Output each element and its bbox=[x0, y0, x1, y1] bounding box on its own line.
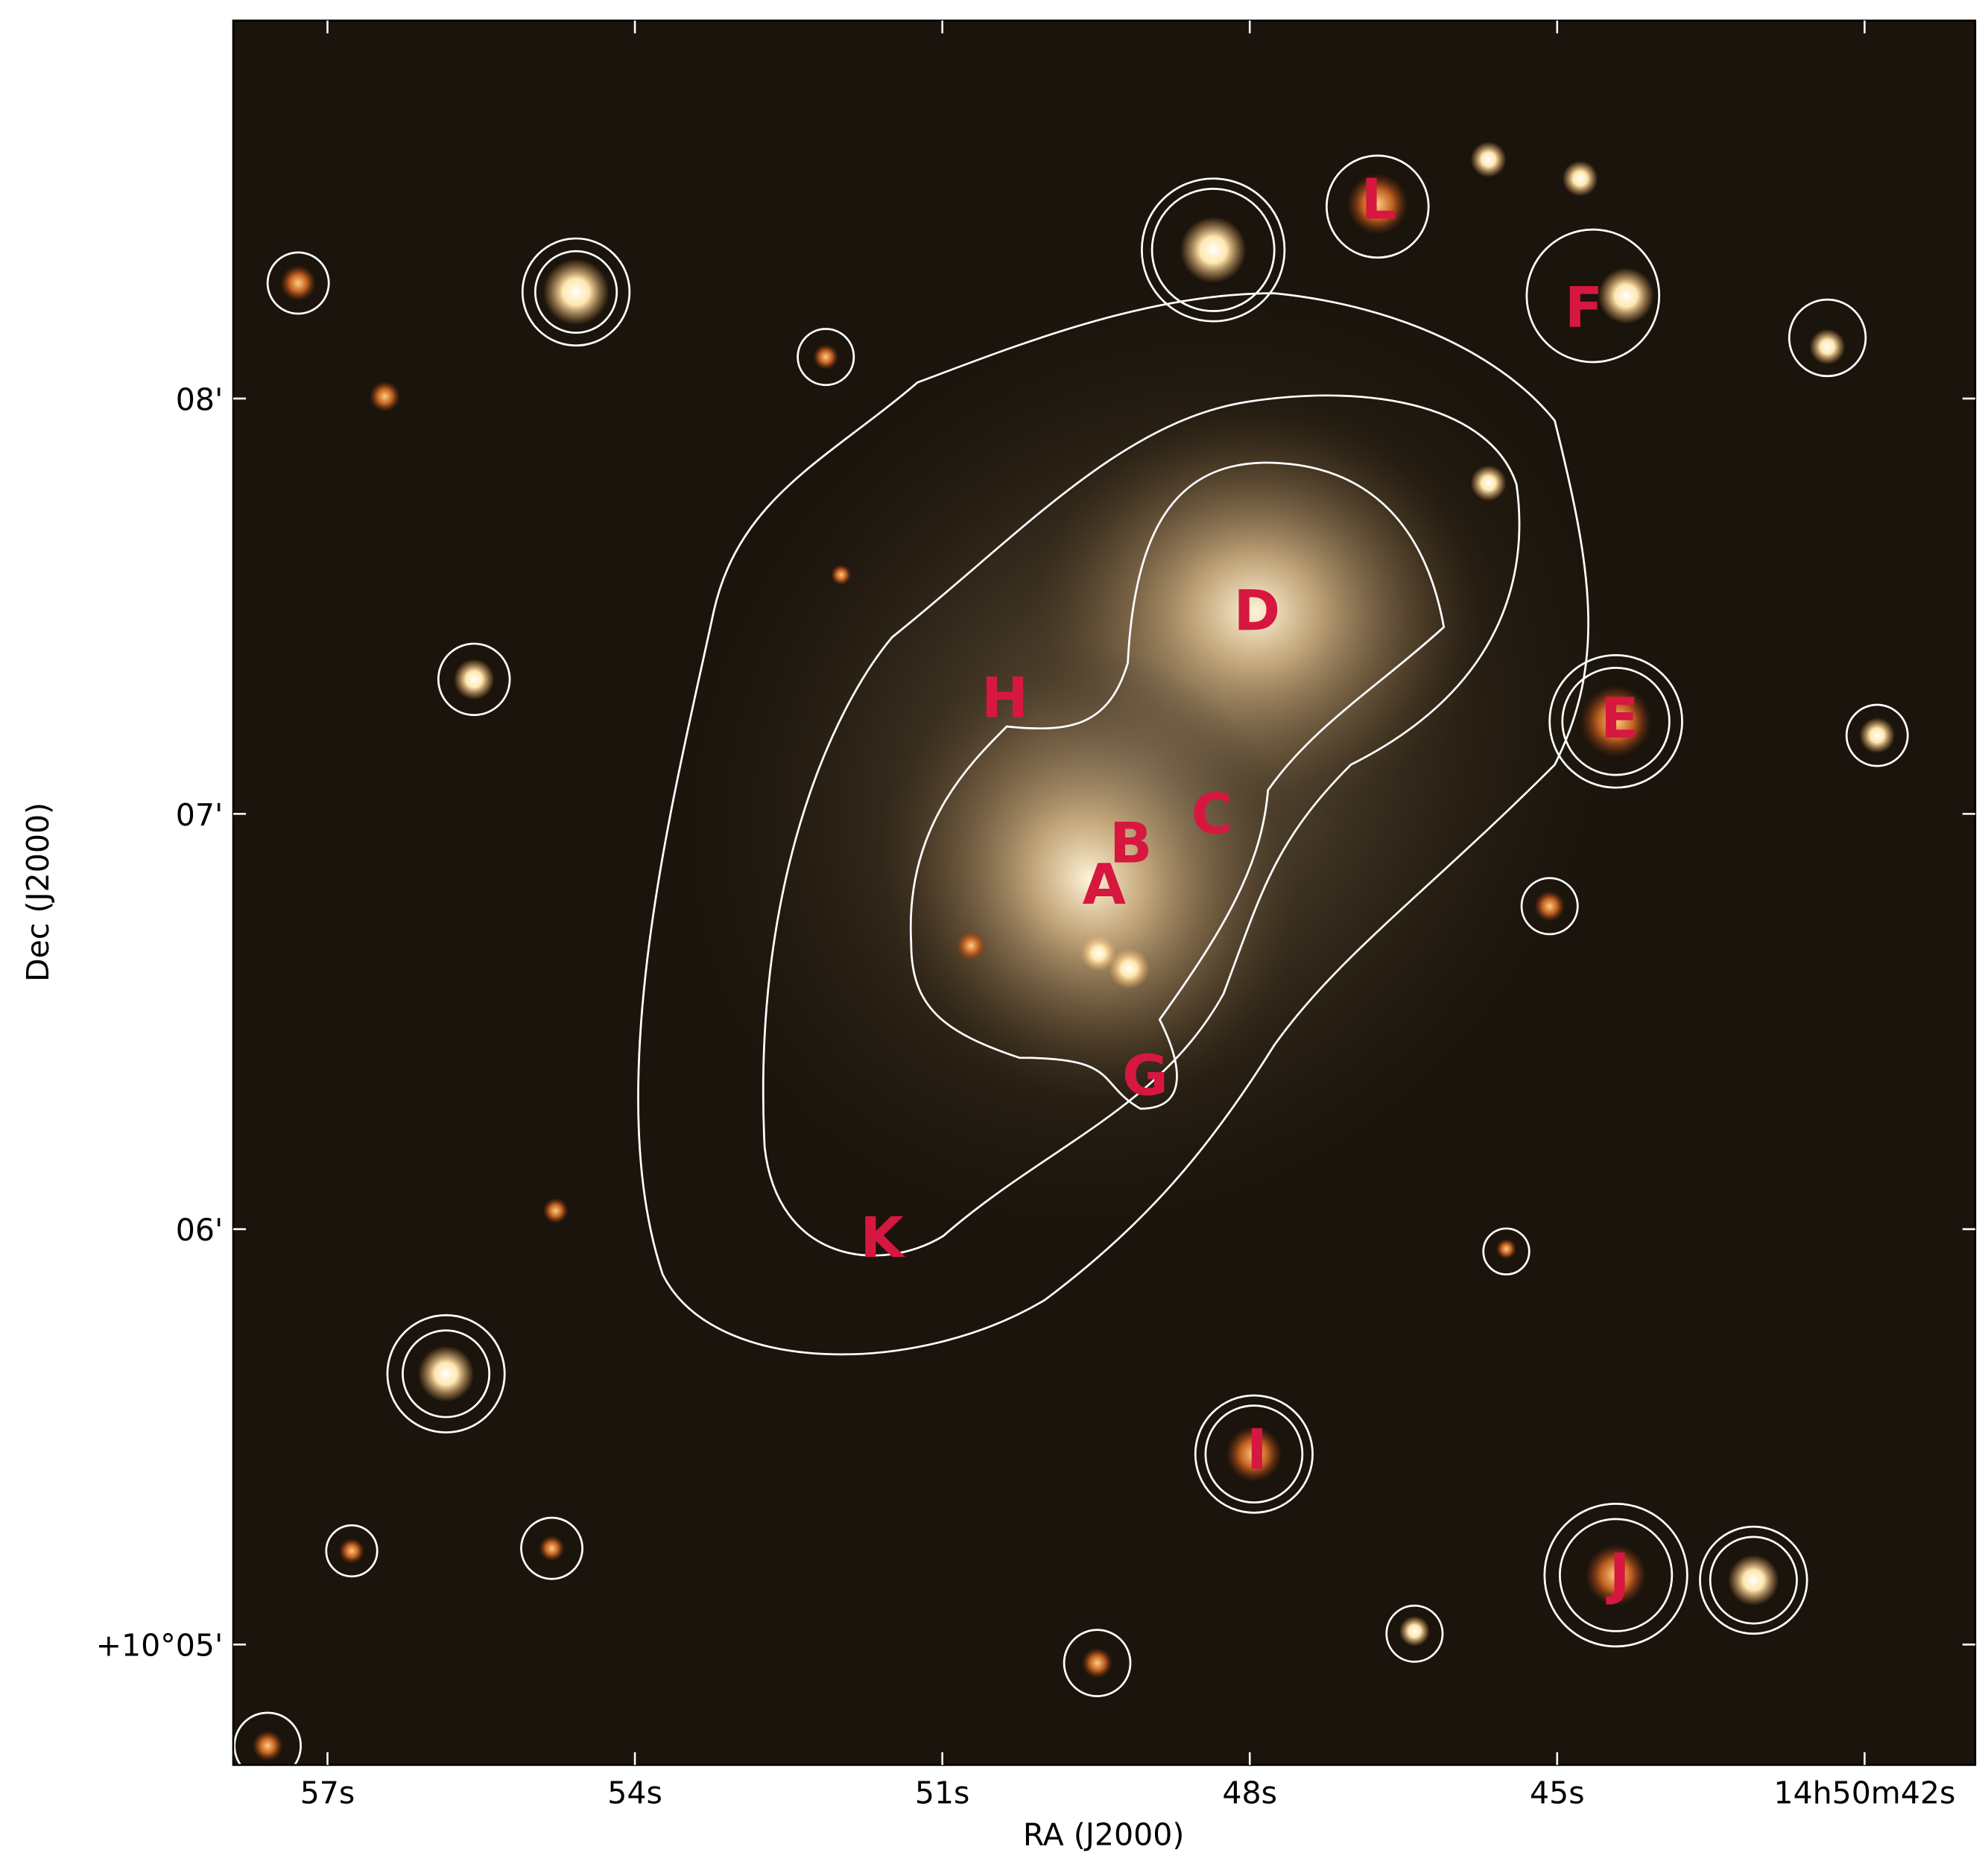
sky-image bbox=[232, 20, 1975, 1765]
object-label: L bbox=[1361, 166, 1397, 232]
x-tick-label: 48s bbox=[1222, 1775, 1277, 1810]
object-label: D bbox=[1234, 577, 1280, 643]
stars bbox=[252, 142, 1896, 1761]
x-axis-title: RA (J2000) bbox=[1023, 1817, 1185, 1853]
object-label: F bbox=[1565, 274, 1603, 340]
object-label: H bbox=[981, 665, 1028, 730]
object-label: K bbox=[860, 1205, 905, 1270]
x-tick-label: 45s bbox=[1530, 1775, 1585, 1810]
y-tick-label: 07' bbox=[176, 797, 223, 833]
object-label: C bbox=[1191, 781, 1232, 846]
object-label: J bbox=[1606, 1541, 1630, 1607]
object-label: I bbox=[1247, 1416, 1267, 1482]
x-tick-label: 54s bbox=[607, 1775, 662, 1810]
y-axis-title: Dec (J2000) bbox=[20, 802, 56, 982]
object-label: G bbox=[1122, 1043, 1168, 1109]
x-tick-label: 14h50m42s bbox=[1773, 1775, 1955, 1810]
plot-frame bbox=[232, 19, 1977, 1766]
contours bbox=[233, 154, 1909, 1765]
object-label: E bbox=[1601, 685, 1639, 751]
object-label: A bbox=[1083, 852, 1126, 917]
y-tick-label: +10°05' bbox=[96, 1628, 224, 1664]
y-tick-label: 08' bbox=[176, 381, 223, 417]
x-tick-label: 51s bbox=[915, 1775, 970, 1810]
y-tick-label: 06' bbox=[176, 1212, 223, 1248]
x-tick-label: 57s bbox=[300, 1775, 355, 1810]
object-label: B bbox=[1109, 810, 1152, 875]
